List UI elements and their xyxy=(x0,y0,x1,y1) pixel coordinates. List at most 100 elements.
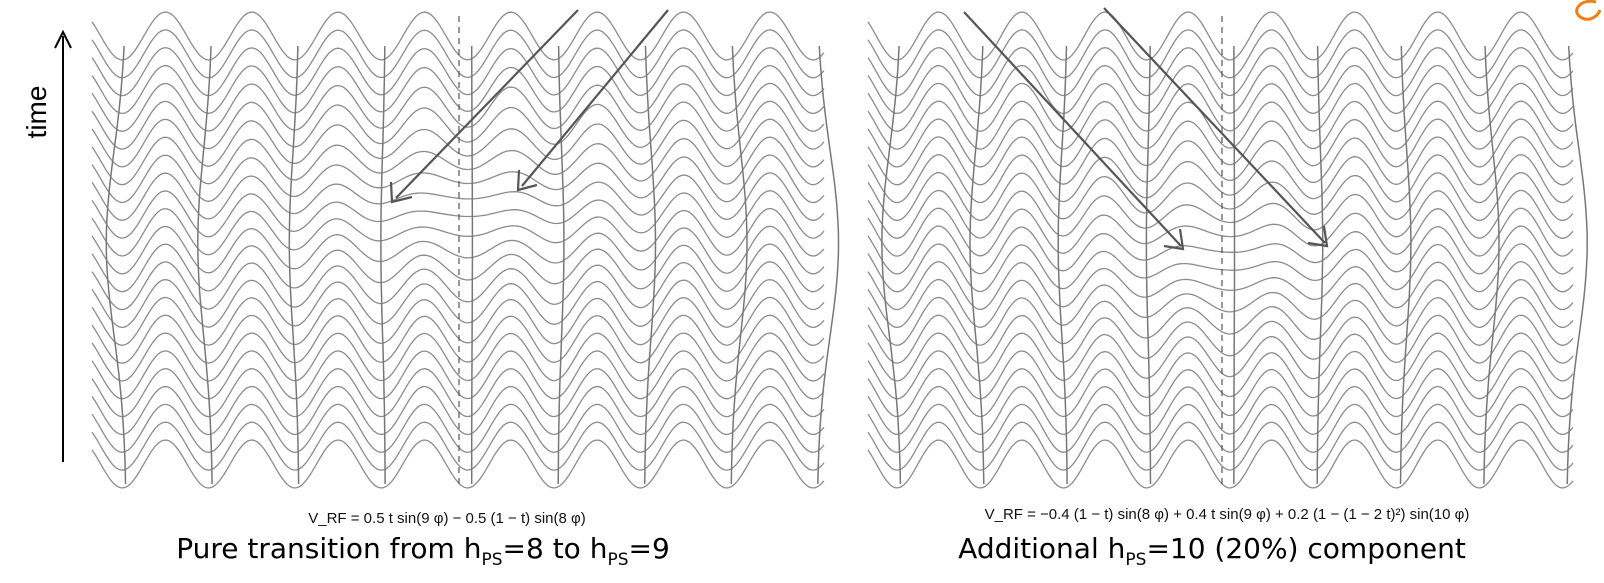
bucket-track xyxy=(1233,46,1236,485)
left-formula: V_RF = 0.5 t sin(9 φ) − 0.5 (1 − t) sin(… xyxy=(308,510,585,527)
wave-trace xyxy=(867,11,1574,61)
wave-trace xyxy=(91,261,825,311)
left-arrow-2-head xyxy=(516,169,538,192)
wave-trace xyxy=(91,403,825,453)
wave-trace xyxy=(867,136,1574,186)
wave-trace xyxy=(867,154,1574,204)
right-formula: V_RF = −0.4 (1 − t) sin(8 φ) + 0.4 t sin… xyxy=(985,506,1470,523)
wave-trace xyxy=(91,190,825,239)
left-caption-pre: Pure transition from h xyxy=(176,532,481,565)
left-bucket-tracks xyxy=(105,45,840,485)
bucket-track xyxy=(197,45,213,485)
wave-trace xyxy=(867,243,1574,293)
wave-trace xyxy=(867,118,1574,168)
wave-trace xyxy=(867,261,1574,311)
bucket-track xyxy=(969,45,985,485)
wave-trace xyxy=(91,385,825,436)
wave-trace xyxy=(867,189,1574,239)
wave-trace xyxy=(91,350,825,400)
wave-trace xyxy=(91,172,825,221)
wave-trace xyxy=(867,29,1574,79)
bucket-track xyxy=(881,45,902,485)
wave-trace xyxy=(867,278,1574,329)
right-caption-mid: =10 (20%) component xyxy=(1146,532,1465,565)
left-wave-traces xyxy=(91,11,825,489)
right-arrow-1 xyxy=(963,11,1182,247)
bucket-track xyxy=(380,45,386,484)
left-arrow-1-head xyxy=(389,181,413,204)
wave-trace xyxy=(867,64,1574,115)
wave-trace xyxy=(91,154,825,204)
wave-trace xyxy=(91,29,825,79)
wave-trace xyxy=(91,64,825,115)
wave-trace xyxy=(867,225,1574,275)
wave-trace xyxy=(867,421,1574,471)
wave-trace xyxy=(91,118,825,168)
wave-trace xyxy=(867,439,1574,489)
bucket-track xyxy=(288,45,300,485)
wave-trace xyxy=(867,47,1574,97)
wave-trace xyxy=(867,368,1574,418)
left-arrow-2 xyxy=(521,9,669,187)
right-wave-traces xyxy=(867,11,1574,489)
wave-trace xyxy=(91,296,825,346)
wave-trace xyxy=(91,243,825,293)
wave-trace xyxy=(91,100,825,150)
wave-trace xyxy=(91,421,825,471)
bucket-track xyxy=(730,45,748,485)
wave-trace xyxy=(91,47,825,97)
left-waterfall-plot xyxy=(91,9,840,489)
wave-trace xyxy=(91,332,825,382)
right-bucket-tracks xyxy=(881,45,1588,485)
bucket-track xyxy=(817,45,840,485)
wave-trace xyxy=(867,332,1574,382)
wave-trace xyxy=(867,296,1574,346)
left-caption-mid: =8 to h xyxy=(503,532,608,565)
wave-trace xyxy=(91,225,825,275)
bucket-track xyxy=(1483,45,1500,485)
wave-trace xyxy=(91,11,825,61)
right-waterfall-plot xyxy=(867,7,1588,489)
wave-trace xyxy=(91,439,825,489)
wave-trace xyxy=(91,82,825,132)
right-arrow-2 xyxy=(1103,7,1326,244)
wave-trace xyxy=(91,368,825,418)
bucket-track xyxy=(1399,45,1412,485)
orange-accent-mark xyxy=(1575,0,1602,21)
right-caption: Additional hPS=10 (20%) component xyxy=(958,532,1466,570)
left-caption: Pure transition from hPS=8 to hPS=9 xyxy=(176,532,670,570)
time-axis-arrowhead xyxy=(54,29,72,49)
wave-trace xyxy=(867,171,1574,222)
wave-trace xyxy=(91,314,825,364)
right-arrow-2-head xyxy=(1307,225,1329,248)
time-axis-label: time xyxy=(21,86,52,139)
wave-trace xyxy=(91,136,825,186)
bucket-track xyxy=(105,45,127,485)
wave-trace xyxy=(867,100,1574,150)
right-arrows xyxy=(963,7,1329,251)
right-caption-pre: Additional h xyxy=(958,532,1125,565)
bucket-track xyxy=(1566,45,1588,485)
bucket-track xyxy=(1316,45,1324,485)
left-caption-sub2: PS xyxy=(607,550,628,570)
left-caption-post: =9 xyxy=(629,532,670,565)
bucket-track xyxy=(557,45,565,485)
right-arrow-1-head xyxy=(1163,228,1185,251)
time-axis: time xyxy=(21,29,72,462)
wave-trace xyxy=(867,207,1574,257)
left-arrow-1 xyxy=(395,9,579,199)
bucket-track xyxy=(1145,45,1152,485)
wave-trace xyxy=(867,314,1574,364)
bucket-track xyxy=(643,45,657,485)
wave-trace xyxy=(867,385,1574,436)
left-arrows xyxy=(389,9,669,204)
wave-trace xyxy=(91,278,825,329)
wave-trace xyxy=(867,82,1574,132)
wave-trace xyxy=(867,403,1574,453)
wave-trace xyxy=(867,350,1574,400)
bucket-track xyxy=(470,46,474,484)
left-caption-sub1: PS xyxy=(481,550,502,570)
right-caption-sub1: PS xyxy=(1125,550,1146,570)
wave-trace xyxy=(91,207,825,257)
